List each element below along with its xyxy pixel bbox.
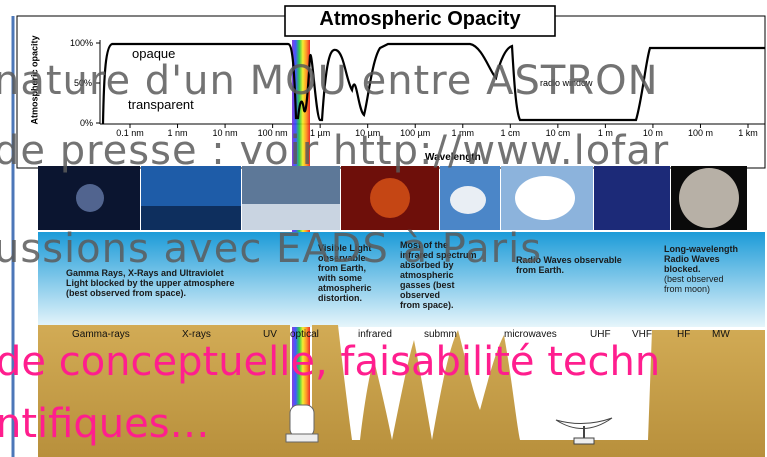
dish-bowl xyxy=(555,417,613,429)
moon-disc xyxy=(679,168,739,228)
band-submm: submm xyxy=(424,329,457,340)
image-6-dish xyxy=(515,176,575,220)
gamma-xray-uv-caption: Gamma Rays, X-Rays and Ultraviolet Light… xyxy=(66,268,235,298)
band-infrared: infrared xyxy=(358,329,392,340)
long-wavelength-caption: Long-wavelength Radio Waves blocked. (be… xyxy=(664,244,738,294)
telescope-image-strip xyxy=(38,166,747,230)
band-vhf: VHF xyxy=(632,329,652,340)
image-1-highlight xyxy=(76,184,104,212)
image-2-horizon xyxy=(141,206,241,230)
infrared-caption: Most of the infrared spectrum absorbed b… xyxy=(400,240,477,310)
radio-waves-caption: Radio Waves observable from Earth. xyxy=(516,255,622,275)
telescope-base xyxy=(285,433,319,443)
opacity-curve xyxy=(101,42,765,125)
image-4-glow xyxy=(370,178,410,218)
band-optical: optical xyxy=(290,329,319,340)
band-x-rays: X-rays xyxy=(182,329,211,340)
band-uhf: UHF xyxy=(590,329,611,340)
band-gamma-rays: Gamma-rays xyxy=(72,329,130,340)
atmosphere-absorption-profile xyxy=(38,325,765,457)
image-3-earth xyxy=(242,204,340,230)
visible-light-caption: Visible Light observable from Earth, wit… xyxy=(318,243,372,303)
band-uv: UV xyxy=(263,329,277,340)
ground-radio-dish xyxy=(555,417,613,445)
band-hf: HF xyxy=(677,329,691,340)
sky-panel xyxy=(38,232,765,327)
image-5-dish xyxy=(450,186,486,214)
band-microwaves: microwaves xyxy=(504,329,557,340)
ground-optical-telescope xyxy=(285,404,319,443)
radio-array-image-7 xyxy=(594,166,670,230)
band-mw: MW xyxy=(712,329,730,340)
title-box xyxy=(284,5,556,37)
opacity-chart-frame xyxy=(16,15,766,169)
dish-base xyxy=(573,437,595,445)
telescope-dome xyxy=(289,404,315,438)
